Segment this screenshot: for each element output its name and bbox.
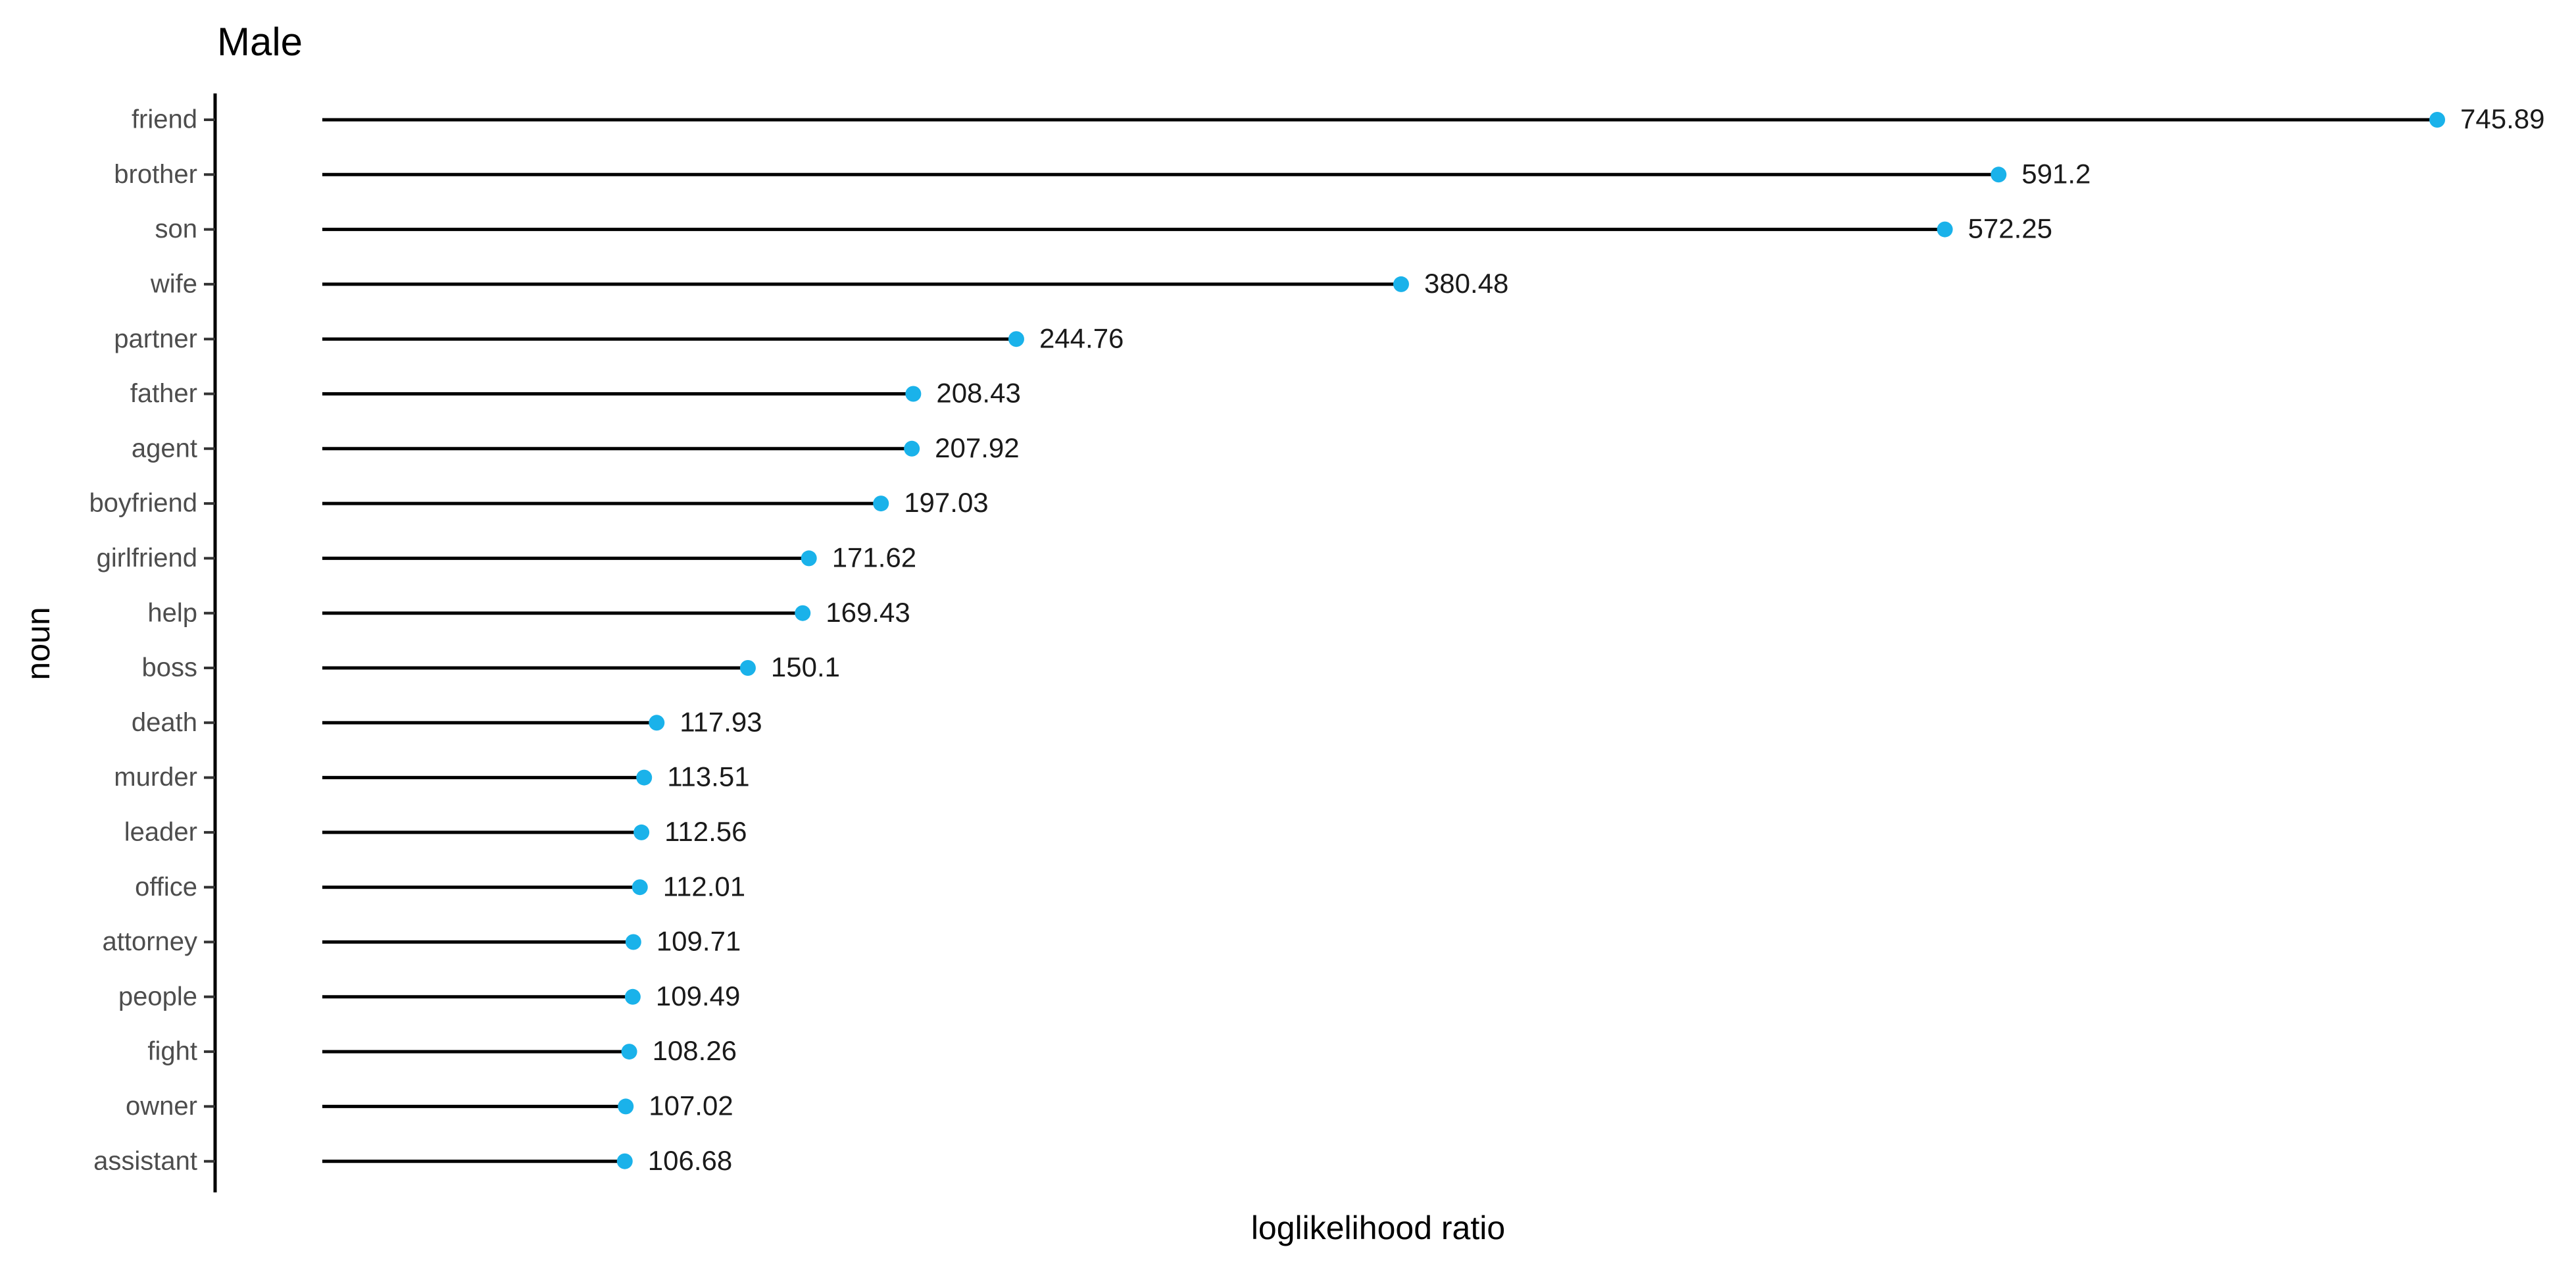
y-tick-label: owner xyxy=(126,1092,197,1121)
y-tick-label: agent xyxy=(132,434,197,463)
point xyxy=(1393,276,1409,292)
y-tick-label: attorney xyxy=(102,927,197,956)
y-axis-title: noun xyxy=(20,607,57,680)
point xyxy=(616,1153,633,1169)
value-label: 117.93 xyxy=(680,706,762,737)
point xyxy=(633,824,650,840)
point xyxy=(801,550,817,567)
y-tick-label: death xyxy=(132,708,197,737)
value-label: 112.56 xyxy=(664,816,747,847)
point xyxy=(625,934,641,950)
point xyxy=(1008,331,1024,347)
y-tick-label: son xyxy=(155,215,198,243)
value-label: 171.62 xyxy=(832,542,916,573)
point xyxy=(904,440,920,457)
value-label: 169.43 xyxy=(826,597,910,628)
value-label: 113.51 xyxy=(667,761,749,792)
y-tick-label: help xyxy=(147,598,197,627)
y-tick-label: people xyxy=(118,982,197,1011)
point xyxy=(795,605,811,621)
point xyxy=(905,386,922,402)
y-tick-label: friend xyxy=(132,105,197,134)
point xyxy=(1991,166,2007,183)
y-tick-label: office xyxy=(135,873,197,902)
point xyxy=(873,496,889,512)
y-tick-label: leader xyxy=(124,817,197,846)
y-tick-label: murder xyxy=(114,763,197,792)
point xyxy=(624,988,641,1005)
y-tick-label: partner xyxy=(114,324,197,353)
y-tick-label: brother xyxy=(114,160,197,189)
point xyxy=(739,660,756,676)
y-tick-label: boyfriend xyxy=(89,489,197,518)
value-label: 108.26 xyxy=(653,1035,737,1066)
value-label: 107.02 xyxy=(649,1090,733,1121)
x-axis-title: loglikelihood ratio xyxy=(1251,1210,1505,1246)
value-label: 150.1 xyxy=(771,651,840,682)
point xyxy=(2429,112,2446,128)
y-tick-label: assistant xyxy=(93,1146,197,1175)
value-label: 197.03 xyxy=(904,487,988,518)
y-tick-label: wife xyxy=(150,269,197,298)
value-label: 572.25 xyxy=(1968,213,2052,244)
value-label: 208.43 xyxy=(936,378,1020,409)
y-tick-label: girlfriend xyxy=(97,544,197,573)
point xyxy=(632,879,648,896)
value-label: 244.76 xyxy=(1039,322,1124,353)
point xyxy=(649,715,665,731)
y-tick-label: fight xyxy=(147,1037,197,1066)
point xyxy=(621,1044,637,1060)
y-tick-label: father xyxy=(130,379,197,408)
value-label: 112.01 xyxy=(663,871,745,902)
value-label: 106.68 xyxy=(648,1145,732,1176)
point xyxy=(618,1098,634,1115)
value-label: 109.49 xyxy=(656,981,740,1011)
value-label: 380.48 xyxy=(1424,268,1508,299)
value-label: 109.71 xyxy=(656,926,741,957)
value-label: 207.92 xyxy=(935,432,1019,463)
chart-title: Male xyxy=(217,20,303,64)
point xyxy=(1937,221,1953,238)
value-label: 591.2 xyxy=(2021,158,2091,189)
point xyxy=(636,769,653,786)
value-label: 745.89 xyxy=(2460,103,2544,134)
y-tick-label: boss xyxy=(142,653,198,682)
